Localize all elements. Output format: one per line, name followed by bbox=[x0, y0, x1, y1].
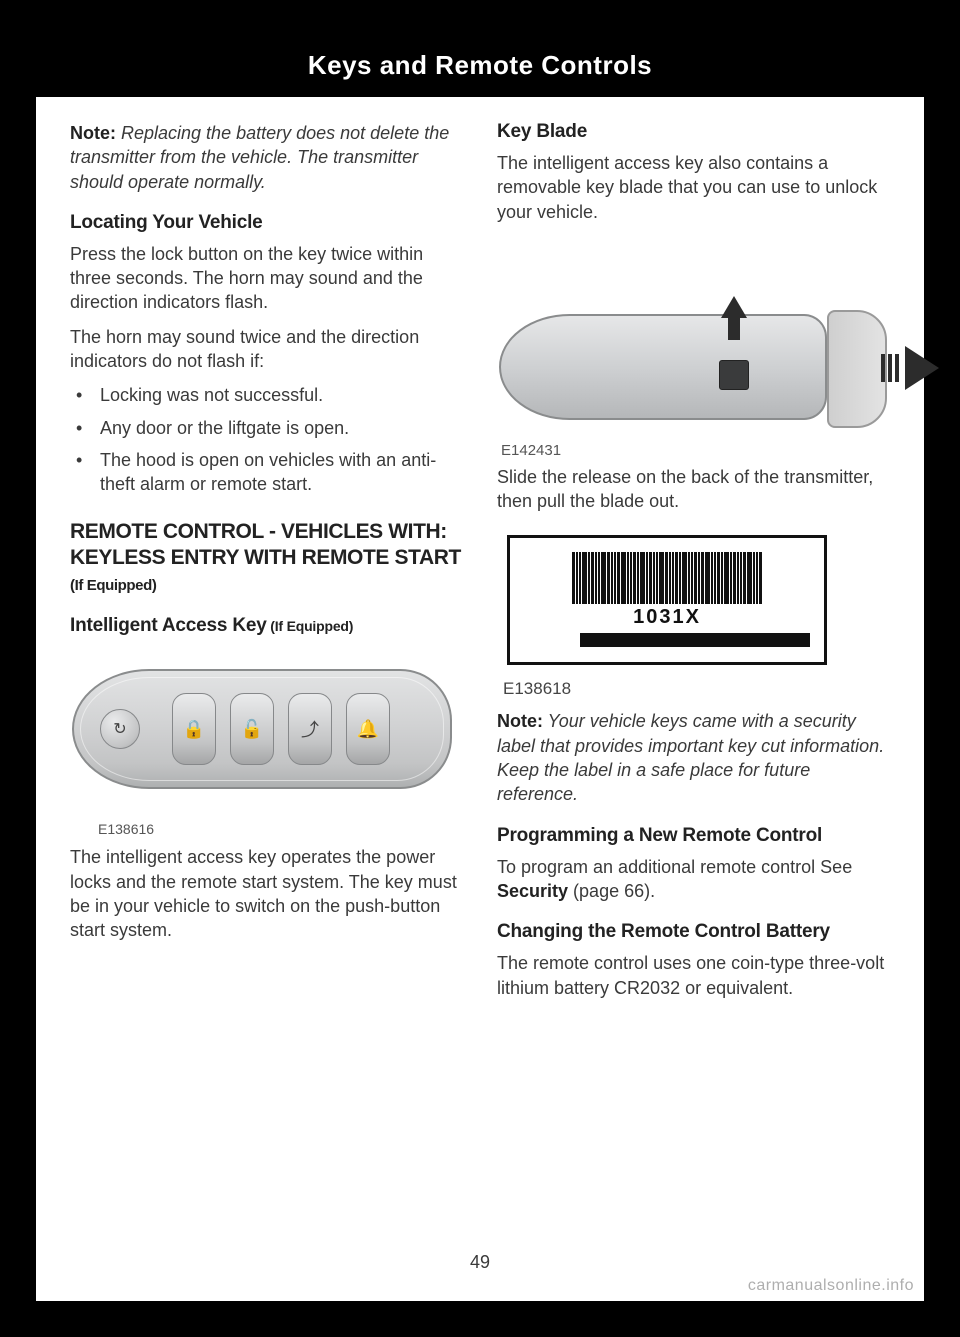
heading-changing-battery: Changing the Remote Control Battery bbox=[497, 921, 890, 943]
note-label: Note: bbox=[70, 123, 116, 143]
lock-icon: 🔒 bbox=[172, 693, 216, 765]
heading-remote-sub: (If Equipped) bbox=[70, 577, 156, 594]
page-header: Keys and Remote Controls bbox=[36, 36, 924, 97]
watermark: carmanualsonline.info bbox=[748, 1277, 914, 1295]
para-slide-release: Slide the release on the back of the tra… bbox=[497, 465, 890, 514]
heading-locating-vehicle: Locating Your Vehicle bbox=[70, 212, 463, 234]
para-program-post: (page 66). bbox=[568, 881, 655, 901]
heading-intelligent-access-key: Intelligent Access Key (If Equipped) bbox=[70, 615, 463, 637]
list-item: Locking was not successful. bbox=[70, 383, 463, 407]
para-locating-1: Press the lock button on the key twice w… bbox=[70, 242, 463, 315]
liftgate-icon: ⤴ bbox=[288, 693, 332, 765]
note-label: Note: bbox=[497, 711, 543, 731]
key-fob-side bbox=[499, 314, 827, 420]
motion-lines-icon bbox=[881, 354, 899, 382]
figure-id: E142431 bbox=[501, 442, 890, 459]
barcode-icon bbox=[572, 552, 762, 604]
heading-programming-remote: Programming a New Remote Control bbox=[497, 825, 890, 847]
barcode-text: 1031X bbox=[633, 606, 701, 629]
page-number: 49 bbox=[36, 1252, 924, 1273]
para-battery: The remote control uses one coin-type th… bbox=[497, 951, 890, 1000]
heading-iak-main: Intelligent Access Key bbox=[70, 615, 267, 636]
note-text: Replacing the battery does not delete th… bbox=[70, 123, 449, 192]
arrow-right-icon bbox=[905, 346, 939, 390]
crossref-security: Security bbox=[497, 881, 568, 901]
panic-icon: 🔔 bbox=[346, 693, 390, 765]
right-column: Key Blade The intelligent access key als… bbox=[497, 121, 890, 1010]
list-item: The hood is open on vehicles with an ant… bbox=[70, 448, 463, 497]
note-security-label: Note: Your vehicle keys came with a secu… bbox=[497, 709, 890, 806]
para-locating-2: The horn may sound twice and the directi… bbox=[70, 325, 463, 374]
label-blackbar bbox=[580, 633, 810, 647]
key-fob-body: ↻ 🔒 🔓 ⤴ 🔔 bbox=[72, 669, 452, 789]
para-iak-description: The intelligent access key operates the … bbox=[70, 845, 463, 942]
para-key-blade: The intelligent access key also contains… bbox=[497, 151, 890, 224]
figure-id: E138616 bbox=[98, 821, 463, 837]
arrow-up-icon bbox=[721, 296, 747, 318]
note-text: Your vehicle keys came with a security l… bbox=[497, 711, 884, 804]
unlock-icon: 🔓 bbox=[230, 693, 274, 765]
heading-key-blade: Key Blade bbox=[497, 121, 890, 143]
list-item: Any door or the liftgate is open. bbox=[70, 416, 463, 440]
release-slider bbox=[719, 360, 749, 390]
locating-conditions-list: Locking was not successful. Any door or … bbox=[70, 383, 463, 496]
content-area: Note: Replacing the battery does not del… bbox=[36, 97, 924, 1010]
heading-remote-main: REMOTE CONTROL - VEHICLES WITH: KEYLESS … bbox=[70, 520, 461, 569]
page-title: Keys and Remote Controls bbox=[308, 50, 652, 80]
remote-start-icon: ↻ bbox=[100, 709, 140, 749]
heading-iak-sub: (If Equipped) bbox=[267, 618, 354, 634]
para-programming: To program an additional remote control … bbox=[497, 855, 890, 904]
figure-id: E138618 bbox=[503, 679, 890, 699]
heading-remote-control: REMOTE CONTROL - VEHICLES WITH: KEYLESS … bbox=[70, 519, 463, 598]
manual-page: Keys and Remote Controls Note: Replacing… bbox=[36, 36, 924, 1301]
figure-security-label: 1031X bbox=[507, 535, 827, 665]
note-battery-replace: Note: Replacing the battery does not del… bbox=[70, 121, 463, 194]
figure-key-blade bbox=[497, 240, 890, 440]
key-blade-head bbox=[827, 310, 887, 428]
figure-key-fob: ↻ 🔒 🔓 ⤴ 🔔 bbox=[70, 647, 463, 817]
para-program-pre: To program an additional remote control … bbox=[497, 857, 852, 877]
left-column: Note: Replacing the battery does not del… bbox=[70, 121, 463, 1010]
